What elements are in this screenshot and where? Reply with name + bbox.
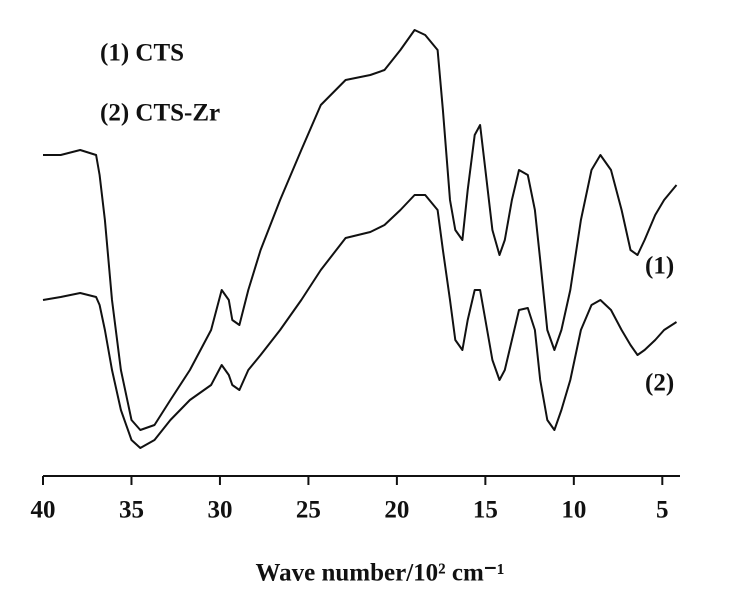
spectrum-line bbox=[42, 194, 678, 449]
curve-label: (1) bbox=[645, 253, 674, 280]
x-tick-label: 30 bbox=[207, 497, 232, 524]
curve-label: (2) bbox=[645, 370, 674, 397]
legend-entry: (2) CTS-Zr bbox=[100, 100, 220, 127]
legend-entry: (1) CTS bbox=[100, 40, 184, 67]
x-tick-label: 35 bbox=[119, 497, 144, 524]
spectrum-line bbox=[43, 29, 678, 431]
x-tick-label: 15 bbox=[473, 497, 498, 524]
x-tick-label: 10 bbox=[561, 497, 586, 524]
x-tick-label: 40 bbox=[31, 497, 56, 524]
x-tick-label: 20 bbox=[384, 497, 409, 524]
x-tick-label: 25 bbox=[296, 497, 321, 524]
x-tick-label: 5 bbox=[656, 497, 669, 524]
x-axis-label: Wave number/10² cm⁻¹ bbox=[256, 560, 505, 587]
